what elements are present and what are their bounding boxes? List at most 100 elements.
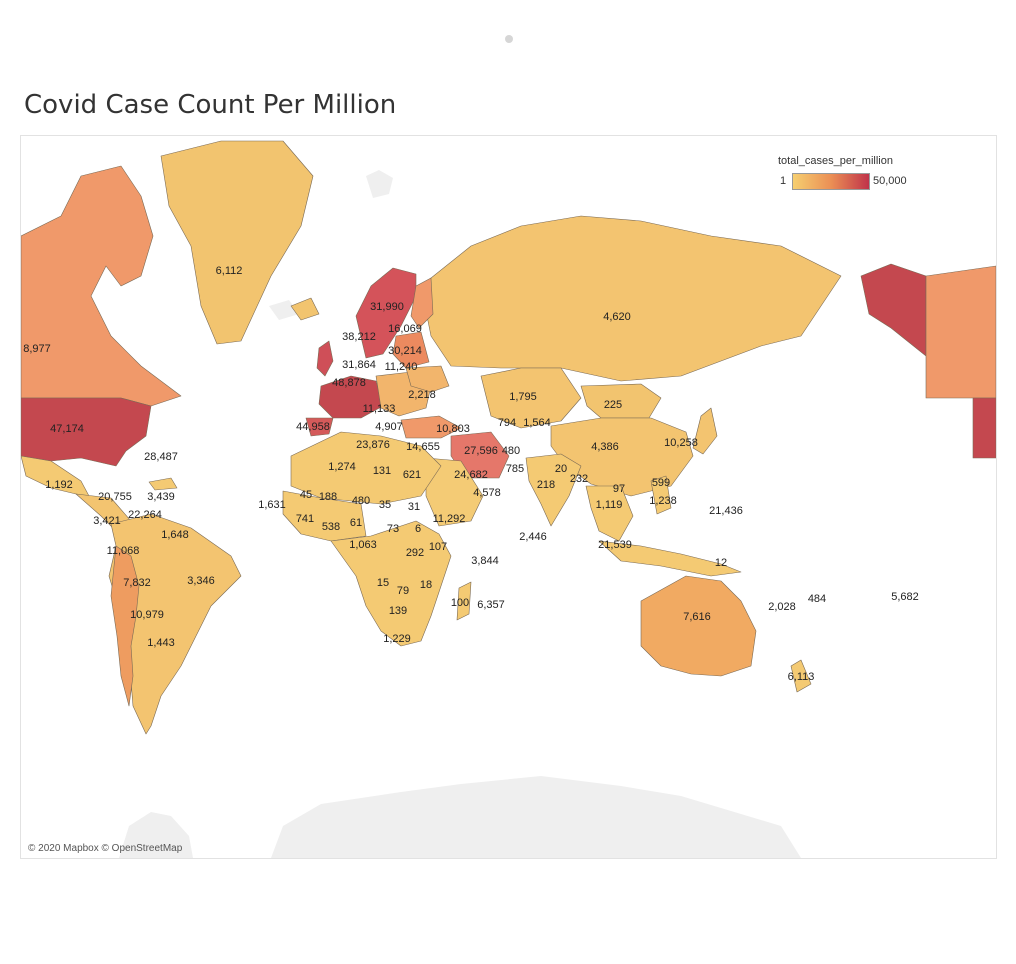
label-russia: 4,620: [603, 311, 631, 323]
legend-max-label: 50,000: [873, 175, 907, 187]
label-ghana: 538: [322, 521, 340, 533]
region-se-asia[interactable]: [585, 485, 634, 542]
label-madagascar: 100: [451, 597, 469, 609]
label-france: 48,878: [332, 377, 366, 389]
region-spain[interactable]: [305, 417, 334, 437]
region-central-africa[interactable]: [330, 520, 452, 647]
value-labels: 6,112 8,977 47,174 28,487 1,192 20,755 3…: [23, 265, 919, 683]
label-singapore: 21,539: [598, 539, 632, 551]
legend-title: total_cases_per_million: [778, 155, 893, 167]
label-denmark: 38,212: [342, 331, 376, 343]
label-china: 4,386: [591, 441, 619, 453]
region-alaska[interactable]: [860, 263, 927, 357]
region-greenland[interactable]: [160, 140, 314, 345]
region-west-africa[interactable]: [282, 490, 367, 542]
label-mongolia: 225: [604, 399, 622, 411]
label-tajikistan: 1,564: [523, 417, 551, 429]
region-peru-chile[interactable]: [110, 545, 140, 707]
label-maldives: 2,446: [519, 531, 547, 543]
region-philippines[interactable]: [650, 475, 672, 515]
label-central-am-3: 3,421: [93, 515, 121, 527]
region-canada-east[interactable]: [925, 265, 996, 399]
label-botswana: 139: [389, 605, 407, 617]
label-djibouti: 11,292: [433, 513, 466, 525]
label-angola: 15: [377, 577, 389, 589]
label-central-am-2: 3,439: [147, 491, 175, 503]
label-central-am-1: 20,755: [98, 491, 132, 503]
label-greenland: 6,112: [216, 265, 243, 277]
label-sudan: 35: [379, 499, 391, 511]
map-canvas[interactable]: 6,112 8,977 47,174 28,487 1,192 20,755 3…: [21, 136, 996, 858]
label-india: 218: [537, 479, 555, 491]
region-usa-east[interactable]: [972, 397, 996, 459]
label-oman: 4,578: [473, 487, 501, 499]
label-gabon: 1,063: [349, 539, 377, 551]
label-mauritius: 6,357: [477, 599, 505, 611]
label-ukraine: 2,218: [408, 389, 436, 401]
label-argentina: 1,443: [147, 637, 175, 649]
region-iran[interactable]: [450, 431, 510, 479]
label-turkey: 10,803: [436, 423, 470, 435]
region-kazakhstan[interactable]: [480, 367, 582, 429]
label-puerto-rico: 28,487: [144, 451, 178, 463]
region-finland[interactable]: [410, 277, 434, 329]
map-attribution[interactable]: © 2020 Mapbox © OpenStreetMap: [28, 843, 183, 854]
label-niger: 131: [373, 465, 391, 477]
label-panama: 22,264: [128, 509, 162, 521]
region-canada-north[interactable]: [21, 165, 182, 407]
label-korea: 10,258: [664, 437, 698, 449]
region-russia[interactable]: [420, 215, 842, 382]
label-kazakhstan: 1,795: [509, 391, 537, 403]
label-pacific: 21,436: [709, 505, 743, 517]
choropleth-map[interactable]: 6,112 8,977 47,174 28,487 1,192 20,755 3…: [20, 135, 997, 859]
label-iran: 27,596: [464, 445, 498, 457]
region-new-zealand[interactable]: [790, 659, 812, 693]
region-baltics[interactable]: [392, 331, 430, 369]
label-philippines: 1,238: [649, 495, 677, 507]
label-fiji: 2,028: [768, 601, 796, 613]
region-india[interactable]: [525, 453, 582, 527]
region-north-africa[interactable]: [290, 431, 442, 505]
label-kenya: 107: [429, 541, 447, 553]
label-spain: 44,958: [296, 421, 330, 433]
region-madagascar[interactable]: [456, 581, 472, 621]
label-mali: 1,274: [328, 461, 356, 473]
label-car: 73: [387, 523, 399, 535]
label-australia: 7,616: [683, 611, 711, 623]
label-uzbekistan: 794: [498, 417, 516, 429]
label-zambia: 79: [397, 585, 409, 597]
region-japan[interactable]: [692, 407, 718, 455]
label-ethiopia-n: 31: [408, 501, 420, 513]
label-greece: 4,907: [375, 421, 403, 433]
label-bangladesh: 232: [570, 473, 588, 485]
label-mexico: 1,192: [45, 479, 73, 491]
label-mozambique: 18: [420, 579, 432, 591]
label-netherlands: 31,864: [342, 359, 376, 371]
label-egypt: 14,655: [406, 441, 440, 453]
map-title: Covid Case Count Per Million: [24, 90, 397, 120]
franz-josef: [269, 300, 299, 320]
region-turkey[interactable]: [400, 415, 462, 439]
region-western-europe[interactable]: [318, 375, 384, 419]
label-samoa: 484: [808, 593, 826, 605]
region-usa[interactable]: [21, 397, 152, 467]
region-iceland[interactable]: [290, 297, 320, 321]
region-australia[interactable]: [640, 575, 757, 677]
label-nepal: 20: [555, 463, 567, 475]
region-arabia[interactable]: [425, 457, 484, 527]
region-caribbean[interactable]: [148, 477, 178, 491]
label-burkina: 188: [319, 491, 337, 503]
region-indonesia[interactable]: [598, 540, 742, 577]
label-senegal: 45: [300, 489, 312, 501]
antarctica: [271, 776, 801, 858]
label-chile: 10,979: [130, 609, 164, 621]
label-uganda: 292: [406, 547, 424, 559]
region-uk[interactable]: [316, 340, 334, 377]
carousel-dot[interactable]: [505, 35, 513, 43]
label-south-sudan: 6: [415, 523, 421, 535]
label-seychelles: 3,844: [471, 555, 499, 567]
label-cabo-verde: 1,631: [258, 499, 286, 511]
label-usa: 47,174: [50, 423, 84, 435]
label-peru: 7,832: [123, 577, 151, 589]
region-belarus-ukraine[interactable]: [405, 365, 450, 393]
